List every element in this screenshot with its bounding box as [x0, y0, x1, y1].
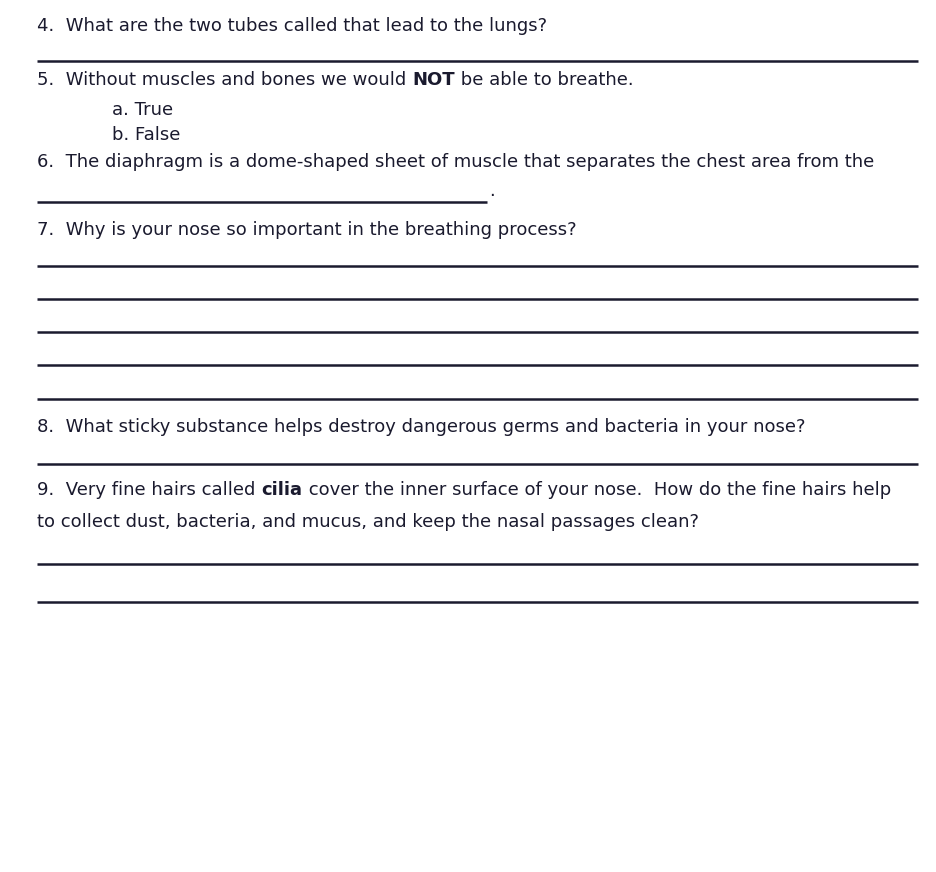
Text: 5.  Without muscles and bones we would: 5. Without muscles and bones we would [37, 72, 412, 90]
Text: 6.  The diaphragm is a dome-shaped sheet of muscle that separates the chest area: 6. The diaphragm is a dome-shaped sheet … [37, 153, 874, 172]
Text: 7.  Why is your nose so important in the breathing process?: 7. Why is your nose so important in the … [37, 221, 577, 240]
Text: NOT: NOT [412, 72, 455, 90]
Text: 8.  What sticky substance helps destroy dangerous germs and bacteria in your nos: 8. What sticky substance helps destroy d… [37, 418, 805, 436]
Text: cover the inner surface of your nose.  How do the fine hairs help: cover the inner surface of your nose. Ho… [302, 481, 890, 500]
Text: .: . [489, 182, 494, 201]
Text: to collect dust, bacteria, and mucus, and keep the nasal passages clean?: to collect dust, bacteria, and mucus, an… [37, 513, 699, 531]
Text: 9.  Very fine hairs called: 9. Very fine hairs called [37, 481, 261, 500]
Text: be able to breathe.: be able to breathe. [455, 72, 633, 90]
Text: b. False: b. False [112, 126, 181, 144]
Text: a. True: a. True [112, 101, 173, 119]
Text: 4.  What are the two tubes called that lead to the lungs?: 4. What are the two tubes called that le… [37, 17, 547, 36]
Text: cilia: cilia [261, 481, 302, 500]
